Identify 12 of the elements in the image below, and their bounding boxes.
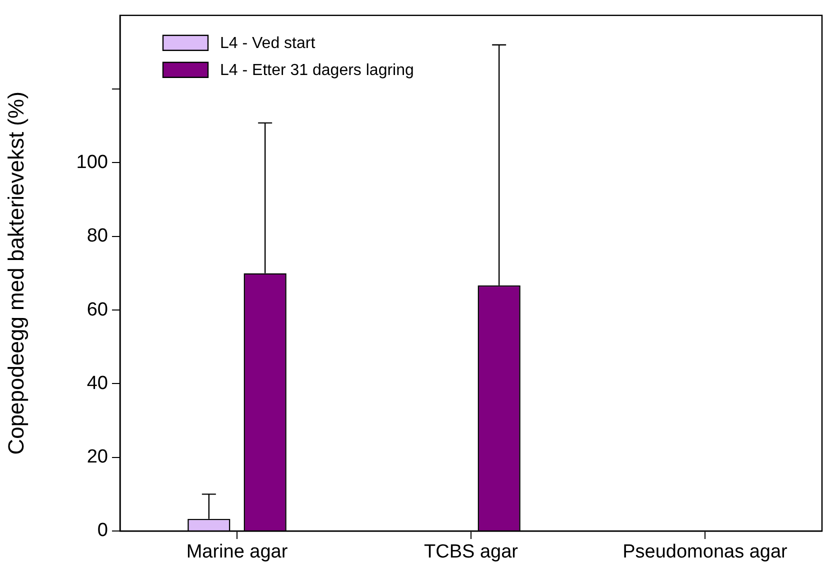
legend-label: L4 - Etter 31 dagers lagring (220, 62, 414, 79)
y-axis-title: Copepodeegg med bakterievekst (%) (3, 92, 28, 455)
x-tick-label: TCBS agar (424, 542, 519, 563)
y-tick-label: 0 (97, 520, 108, 542)
x-tick-label: Pseudomonas agar (622, 542, 788, 563)
y-tick-label: 80 (86, 226, 108, 247)
x-tick-label: Marine agar (186, 542, 288, 563)
y-tick-label: 40 (86, 372, 108, 394)
y-tick-label: 20 (86, 446, 108, 468)
y-tick-label: 100 (76, 152, 108, 173)
legend-label: L4 - Ved start (220, 34, 316, 52)
y-tick-label: 60 (86, 299, 108, 320)
